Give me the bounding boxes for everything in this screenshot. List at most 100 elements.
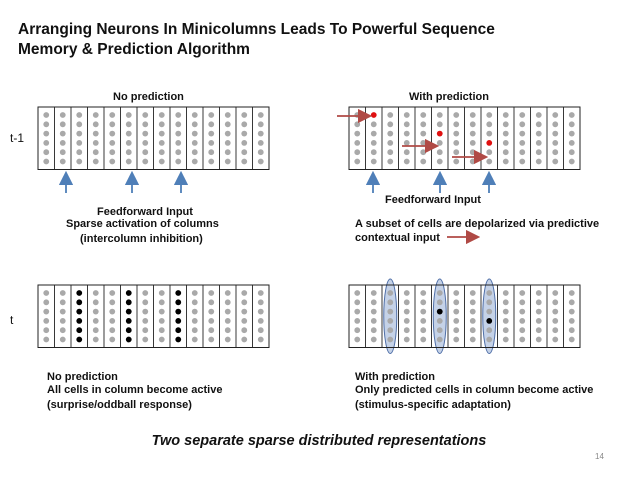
cell — [59, 336, 66, 343]
cell — [92, 158, 99, 165]
cell — [552, 112, 559, 118]
cell — [453, 149, 460, 156]
cell — [354, 130, 361, 137]
cell — [257, 299, 264, 306]
cell — [486, 308, 493, 315]
cell — [502, 290, 509, 296]
cell — [436, 140, 443, 146]
active-cell — [125, 336, 132, 343]
feedforward-input-label-right: Feedforward Input — [385, 194, 481, 206]
active-column-highlight — [482, 278, 497, 354]
cell — [43, 130, 50, 137]
cell — [191, 130, 198, 137]
cell — [125, 130, 132, 137]
cell — [241, 121, 248, 128]
cell — [519, 112, 526, 118]
cell — [436, 318, 443, 324]
cell — [191, 290, 198, 296]
cell — [568, 318, 575, 324]
cell — [502, 336, 509, 343]
grid-no-prediction-t — [37, 284, 270, 348]
grid-no-prediction-t-minus-1 — [37, 106, 270, 170]
cell — [535, 318, 542, 324]
cell — [535, 140, 542, 146]
cell — [403, 112, 410, 118]
cell — [469, 327, 476, 334]
cell — [257, 121, 264, 128]
active-cell — [76, 290, 83, 296]
cell — [158, 308, 165, 315]
active-cell — [76, 336, 83, 343]
active-cell — [125, 308, 132, 315]
cell — [43, 112, 50, 118]
cell — [142, 299, 149, 306]
cell — [241, 308, 248, 315]
cell — [142, 130, 149, 137]
cell — [568, 140, 575, 146]
cell — [208, 308, 215, 315]
cell — [142, 158, 149, 165]
cell — [436, 158, 443, 165]
page-number: 14 — [595, 452, 604, 461]
cell — [125, 149, 132, 156]
cell — [257, 140, 264, 146]
active-cell — [76, 299, 83, 306]
cell — [142, 112, 149, 118]
cell — [76, 140, 83, 146]
cell — [224, 158, 231, 165]
cell — [175, 158, 182, 165]
cell — [453, 158, 460, 165]
cell — [387, 290, 394, 296]
cell — [191, 112, 198, 118]
cell — [486, 158, 493, 165]
cell — [387, 336, 394, 343]
cell — [552, 121, 559, 128]
cell — [370, 140, 377, 146]
predicted-cell — [486, 140, 493, 146]
cell — [403, 130, 410, 137]
cell — [519, 308, 526, 315]
cell — [59, 290, 66, 296]
cell — [208, 336, 215, 343]
cell — [224, 336, 231, 343]
cell — [502, 149, 509, 156]
cell — [241, 140, 248, 146]
cell — [502, 299, 509, 306]
cell — [92, 318, 99, 324]
cell — [158, 318, 165, 324]
cell — [224, 290, 231, 296]
cell — [370, 158, 377, 165]
cell — [420, 121, 427, 128]
cell — [403, 121, 410, 128]
cell — [175, 130, 182, 137]
cell — [568, 336, 575, 343]
cell — [208, 130, 215, 137]
predicted-cell — [370, 112, 377, 118]
cell — [403, 158, 410, 165]
cell — [387, 149, 394, 156]
cell — [76, 158, 83, 165]
cell — [43, 158, 50, 165]
cell — [92, 149, 99, 156]
cell — [420, 336, 427, 343]
cell — [420, 290, 427, 296]
active-column-highlight — [383, 278, 398, 354]
cell — [486, 121, 493, 128]
cell — [420, 140, 427, 146]
cell — [453, 318, 460, 324]
cell — [502, 308, 509, 315]
active-cell — [175, 327, 182, 334]
cell — [224, 121, 231, 128]
cell — [370, 318, 377, 324]
cell — [469, 336, 476, 343]
cell — [208, 158, 215, 165]
cell — [354, 121, 361, 128]
cell — [469, 299, 476, 306]
cell — [43, 149, 50, 156]
bottom-left-caption-1: No prediction — [47, 371, 118, 383]
cell — [453, 112, 460, 118]
cell — [519, 290, 526, 296]
cell — [552, 336, 559, 343]
cell — [43, 327, 50, 334]
cell — [403, 336, 410, 343]
